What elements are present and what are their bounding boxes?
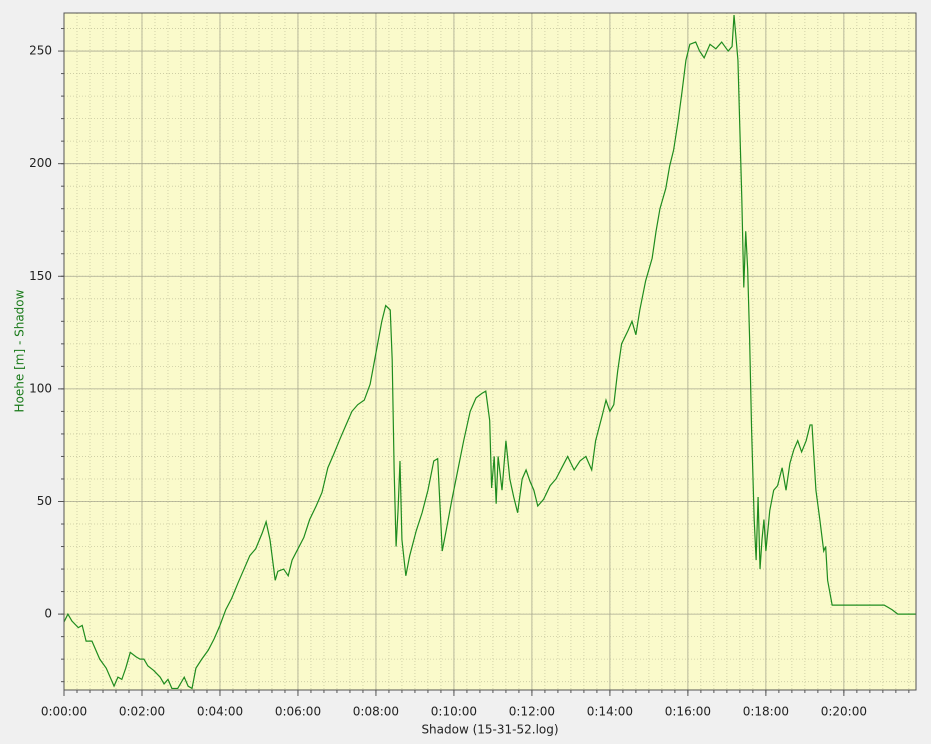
y-axis-title: Hoehe [m] - Shadow — [13, 289, 27, 412]
x-tick-label: 0:04:00 — [197, 705, 243, 719]
y-tick-label: 100 — [29, 381, 52, 395]
data-line — [63, 14, 916, 690]
y-tick-label: 50 — [37, 494, 52, 508]
x-tick-label: 0:16:00 — [665, 705, 711, 719]
x-axis-title: Shadow (15-31-52.log) — [421, 723, 558, 737]
plot-area — [63, 12, 917, 691]
x-tick-label: 0:02:00 — [119, 705, 165, 719]
x-tick-label: 0:18:00 — [743, 705, 789, 719]
x-tick-label: 0:08:00 — [353, 705, 399, 719]
y-tick-label: 0 — [44, 607, 52, 621]
x-tick-label: 0:10:00 — [431, 705, 477, 719]
y-tick-label: 250 — [29, 44, 52, 58]
y-tick-label: 150 — [29, 269, 52, 283]
x-tick-label: 0:00:00 — [41, 705, 87, 719]
x-tick-label: 0:12:00 — [509, 705, 555, 719]
x-tick-label: 0:20:00 — [821, 705, 867, 719]
x-tick-label: 0:14:00 — [587, 705, 633, 719]
x-tick-label: 0:06:00 — [275, 705, 321, 719]
plot-border — [63, 12, 917, 691]
y-tick-label: 200 — [29, 156, 52, 170]
